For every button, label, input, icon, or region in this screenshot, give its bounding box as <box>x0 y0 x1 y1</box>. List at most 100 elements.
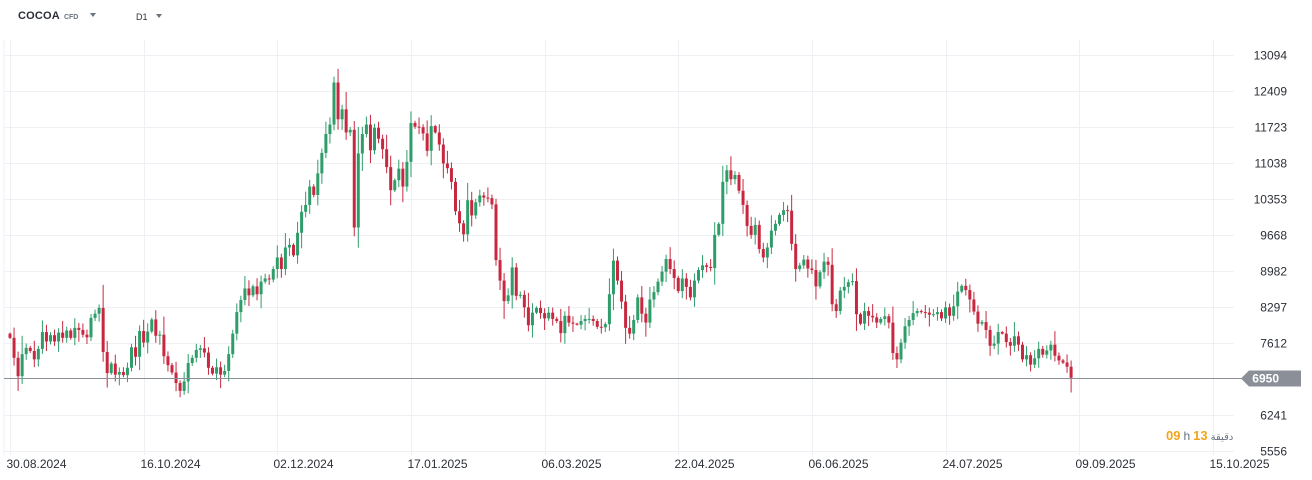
candle <box>202 337 206 358</box>
candle-body <box>850 281 854 283</box>
candle-body <box>441 144 445 164</box>
candle <box>1008 337 1012 356</box>
candle-body <box>40 332 44 349</box>
candle <box>680 269 684 299</box>
candle <box>219 361 223 389</box>
candle <box>328 117 332 144</box>
candle-body <box>587 318 591 320</box>
candle-body <box>620 280 624 302</box>
candle-body <box>223 370 227 375</box>
candle <box>628 316 632 339</box>
candle <box>616 256 619 285</box>
candle-body <box>198 348 202 350</box>
candle-body <box>49 335 52 342</box>
candle-body <box>328 124 332 135</box>
candle <box>275 245 279 279</box>
candle <box>490 194 494 210</box>
candle-body <box>356 153 360 228</box>
candle-body <box>887 316 891 323</box>
candle-body <box>154 319 158 336</box>
candle-body <box>130 347 133 368</box>
candle-body <box>652 292 656 300</box>
candle-body <box>73 327 77 338</box>
candle-body <box>138 331 142 357</box>
candle-body <box>579 321 583 325</box>
candle <box>373 123 376 155</box>
candle <box>109 361 113 375</box>
candle-body <box>769 230 773 248</box>
candle <box>348 126 352 137</box>
candle-body <box>287 244 291 248</box>
candle <box>782 201 786 222</box>
candle <box>887 313 891 329</box>
candle <box>12 327 16 366</box>
candle <box>733 171 737 185</box>
symbol-name: COCOA <box>18 10 60 22</box>
candle <box>765 242 769 269</box>
candle <box>871 304 875 323</box>
candle-body <box>296 232 300 256</box>
candle <box>292 243 295 258</box>
y-tick-label: 12409 <box>1254 85 1288 99</box>
candle <box>802 255 806 269</box>
candle <box>903 317 907 349</box>
candle <box>117 367 121 386</box>
candle-body <box>628 327 632 334</box>
candle-body <box>364 124 368 135</box>
candle <box>1065 354 1069 373</box>
candle-body <box>911 313 915 320</box>
candle <box>547 306 551 321</box>
candle-body <box>765 247 769 258</box>
x-tick-label: 06.03.2025 <box>541 457 601 471</box>
candle-body <box>741 190 745 205</box>
candle <box>790 194 794 251</box>
candle-body <box>551 312 555 319</box>
candle-body <box>24 347 28 355</box>
candle-body <box>964 285 968 291</box>
candle <box>421 124 425 141</box>
candle <box>652 286 656 308</box>
candle <box>530 303 534 338</box>
candle-body <box>239 300 243 313</box>
candle-body <box>514 267 518 296</box>
candle <box>24 343 28 360</box>
candle <box>915 308 919 317</box>
candle-body <box>89 317 93 338</box>
candle-body <box>1025 355 1029 360</box>
candle-body <box>713 234 717 268</box>
candle-body <box>263 278 267 282</box>
candle <box>498 247 502 291</box>
candle-body <box>688 286 692 298</box>
candle <box>417 117 421 135</box>
candle-body <box>61 332 65 338</box>
candle <box>676 275 680 294</box>
candle <box>826 257 830 276</box>
candle <box>506 288 510 304</box>
candle <box>364 116 368 138</box>
candle <box>778 212 781 226</box>
candle-body <box>773 223 777 231</box>
candle <box>121 367 125 378</box>
candle <box>741 179 745 214</box>
candle-body <box>433 126 437 133</box>
candle-body <box>454 181 457 212</box>
symbol-selector[interactable]: COCOA CFD <box>18 10 97 22</box>
candle-body <box>194 349 198 358</box>
candle <box>705 263 709 273</box>
timeframe-selector[interactable]: D1 <box>136 12 162 22</box>
candle <box>486 187 490 203</box>
candle <box>595 318 599 329</box>
candle-body <box>1033 358 1037 365</box>
candle-body <box>1049 344 1053 351</box>
candle <box>684 273 688 300</box>
candle-body <box>44 332 48 342</box>
candle <box>761 242 765 263</box>
candle <box>875 313 879 329</box>
candle-body <box>28 347 32 351</box>
candle-body <box>462 223 466 235</box>
candle-body <box>170 365 174 373</box>
candle <box>697 267 700 284</box>
candle-body <box>97 307 101 314</box>
candle-body <box>518 294 522 296</box>
